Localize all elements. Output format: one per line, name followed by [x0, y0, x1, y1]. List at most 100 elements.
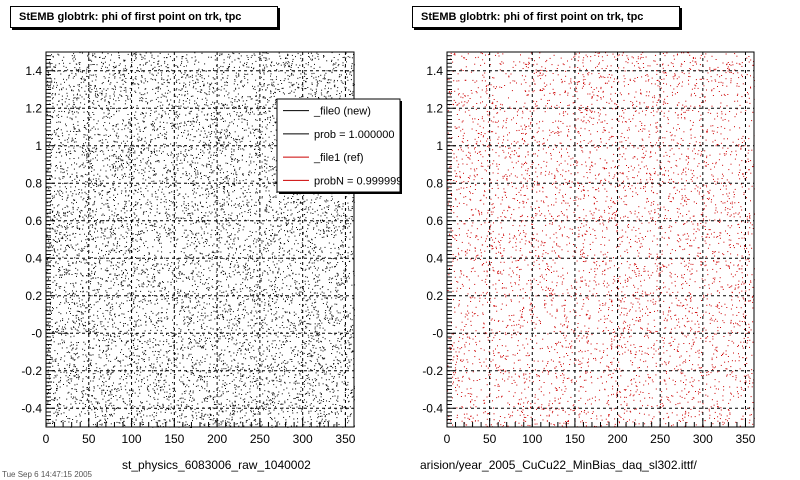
data-point [313, 77, 315, 79]
data-point [279, 378, 281, 380]
data-point [117, 158, 119, 160]
data-point [54, 229, 56, 231]
data-point [258, 220, 260, 222]
data-point [216, 275, 218, 277]
data-point [58, 191, 60, 193]
data-point [138, 172, 140, 174]
data-point [79, 215, 81, 216]
data-point [190, 320, 192, 322]
data-point [312, 399, 314, 401]
data-point [184, 121, 186, 123]
data-point [85, 149, 86, 151]
data-point [239, 380, 241, 382]
data-point [102, 312, 104, 314]
data-point [54, 231, 56, 233]
data-point [242, 200, 244, 202]
data-point [66, 245, 68, 247]
data-point [248, 185, 250, 187]
data-point [261, 405, 262, 407]
data-point [179, 421, 181, 423]
data-point [169, 252, 171, 254]
data-point [206, 135, 208, 137]
data-point [339, 74, 341, 76]
data-point [48, 257, 50, 258]
data-point [270, 73, 272, 75]
data-point [265, 289, 267, 290]
data-point [192, 417, 194, 419]
data-point [154, 122, 155, 124]
data-point [324, 211, 326, 213]
data-point [328, 205, 330, 207]
data-point [243, 336, 245, 338]
data-point [245, 277, 247, 279]
data-point [274, 420, 276, 422]
data-point [245, 412, 247, 414]
data-point [174, 374, 176, 376]
data-point [163, 121, 165, 123]
data-point [268, 303, 269, 305]
data-point [352, 350, 353, 352]
data-point [319, 279, 321, 281]
data-point [249, 245, 251, 247]
data-point [276, 218, 278, 220]
data-point [105, 175, 107, 177]
data-point [265, 133, 266, 135]
data-point [83, 328, 85, 330]
data-point [285, 234, 286, 236]
data-point [58, 54, 60, 56]
data-point [171, 332, 173, 334]
data-point [46, 424, 48, 426]
data-point [170, 265, 172, 267]
data-point [247, 205, 249, 207]
data-point [72, 263, 74, 264]
data-point [58, 127, 59, 129]
data-point [190, 317, 192, 319]
data-point [289, 66, 291, 68]
data-point [201, 410, 203, 411]
data-point [298, 273, 300, 275]
data-point [113, 103, 115, 105]
data-point [349, 238, 351, 240]
data-point [152, 121, 154, 122]
data-point [202, 221, 203, 223]
data-point [151, 99, 153, 101]
data-point [100, 286, 102, 287]
data-point [175, 277, 177, 279]
data-point [238, 320, 240, 322]
data-point [135, 325, 137, 327]
data-point [280, 403, 282, 405]
data-point [93, 147, 95, 149]
data-point [249, 381, 251, 383]
data-point [109, 191, 111, 192]
data-point [58, 111, 60, 112]
data-point [208, 253, 210, 255]
data-point [344, 329, 346, 331]
data-point [238, 87, 240, 89]
data-point [175, 207, 177, 209]
data-point [254, 86, 256, 88]
data-point [280, 261, 282, 263]
data-point [323, 413, 325, 415]
data-point [229, 404, 231, 406]
data-point [95, 333, 97, 335]
data-point [297, 421, 299, 423]
data-point [136, 378, 137, 380]
data-point [275, 196, 277, 198]
data-point [296, 406, 298, 408]
data-point [165, 164, 167, 166]
data-point [350, 413, 352, 415]
data-point [72, 233, 74, 235]
data-point [153, 173, 155, 175]
data-point [344, 324, 346, 326]
data-point [130, 54, 132, 56]
data-point [69, 117, 71, 119]
data-point [111, 258, 113, 260]
data-point [82, 224, 84, 226]
data-point [112, 167, 114, 168]
data-point [47, 80, 48, 82]
data-point [196, 117, 198, 119]
data-point [127, 195, 129, 197]
data-point [154, 259, 156, 261]
data-point [255, 383, 257, 385]
data-point [147, 280, 149, 282]
